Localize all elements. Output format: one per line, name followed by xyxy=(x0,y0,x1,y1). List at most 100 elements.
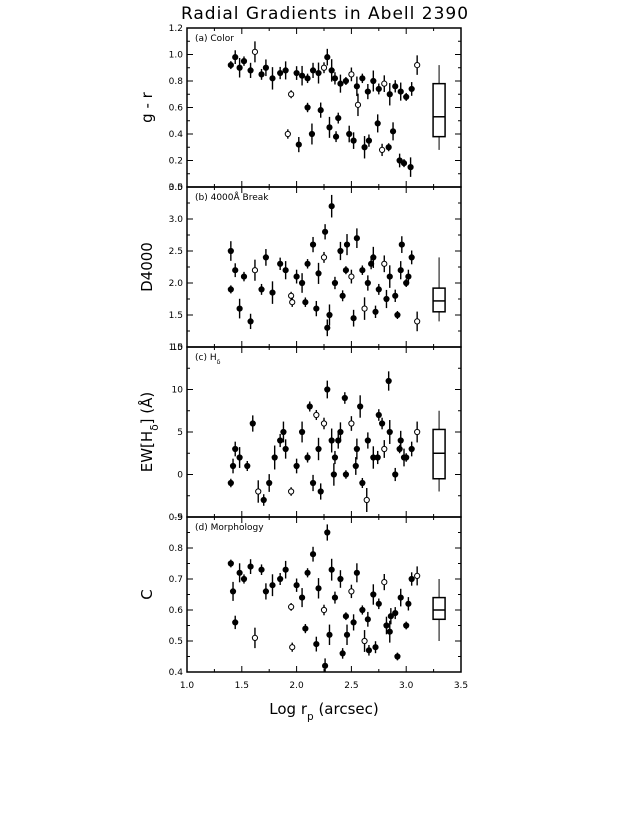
data-point xyxy=(328,67,335,74)
figure-title: Radial Gradients in Abell 2390 xyxy=(180,4,470,24)
data-point xyxy=(398,241,405,248)
y-tick-label: 1.0 xyxy=(169,51,184,61)
data-point xyxy=(363,496,370,504)
data-point xyxy=(284,130,291,138)
data-point xyxy=(321,662,329,669)
panel-label: (c) Hδ xyxy=(195,353,221,366)
data-point xyxy=(298,279,306,287)
data-point xyxy=(353,569,360,576)
data-point xyxy=(320,64,328,71)
data-point xyxy=(309,67,317,74)
data-point xyxy=(288,292,295,299)
y-axis-label: C xyxy=(138,589,156,599)
y-tick-label: 0.6 xyxy=(169,104,184,114)
data-point xyxy=(392,471,399,478)
data-point xyxy=(408,445,415,453)
data-point xyxy=(330,471,337,478)
data-point xyxy=(269,75,276,82)
y-axis-label: g - r xyxy=(138,91,156,122)
data-point xyxy=(375,286,382,293)
data-point xyxy=(326,631,333,638)
data-point xyxy=(320,254,328,261)
data-point xyxy=(326,311,333,319)
y-tick-label: 0.6 xyxy=(169,606,184,616)
data-point xyxy=(288,603,295,611)
x-tick-label: 2.5 xyxy=(344,681,358,691)
data-point xyxy=(302,625,309,632)
data-point xyxy=(227,247,234,255)
y-tick-label: 3.0 xyxy=(169,215,184,225)
panel-label: (b) 4000Å Break xyxy=(195,191,269,203)
data-point xyxy=(232,54,239,61)
data-point xyxy=(277,260,284,267)
data-point xyxy=(258,71,265,78)
y-tick-label: 0.4 xyxy=(169,668,184,678)
data-point xyxy=(414,318,421,325)
data-point xyxy=(357,403,364,410)
data-point xyxy=(282,67,289,74)
data-point xyxy=(339,292,346,299)
data-point xyxy=(247,563,254,570)
data-point xyxy=(354,101,362,108)
data-point xyxy=(331,75,339,82)
data-point xyxy=(348,71,355,78)
data-point xyxy=(244,462,251,470)
data-point xyxy=(240,58,248,65)
y-tick-label: 0.7 xyxy=(169,575,183,585)
data-point xyxy=(339,650,346,657)
panel-label: (d) Morphology xyxy=(195,523,264,533)
data-point xyxy=(320,420,328,427)
data-point xyxy=(374,120,381,127)
data-point xyxy=(370,254,377,261)
y-tick-label: 0.9 xyxy=(169,513,184,523)
data-point xyxy=(304,569,311,576)
data-point xyxy=(262,64,270,71)
data-point xyxy=(232,267,239,274)
data-point xyxy=(348,588,355,595)
data-point xyxy=(378,146,386,153)
data-point xyxy=(328,203,335,210)
data-point xyxy=(386,628,393,635)
data-point xyxy=(313,641,320,648)
data-point xyxy=(381,260,388,267)
data-point xyxy=(397,267,404,274)
data-point xyxy=(262,588,270,595)
y-tick-label: 0.0 xyxy=(169,183,184,193)
data-point xyxy=(337,575,344,583)
data-point xyxy=(405,600,412,607)
data-point xyxy=(386,91,393,98)
panel-label: (a) Color xyxy=(195,34,234,44)
data-point xyxy=(293,69,300,77)
data-point xyxy=(337,428,344,436)
data-point xyxy=(269,289,276,296)
data-point xyxy=(364,279,371,287)
data-point xyxy=(392,83,399,90)
data-point xyxy=(304,104,311,111)
summary-box xyxy=(432,428,446,480)
summary-box xyxy=(432,596,446,621)
data-point xyxy=(394,311,401,319)
y-tick-label: 1.5 xyxy=(169,311,183,321)
y-tick-label: 2.5 xyxy=(169,247,183,257)
data-point xyxy=(383,622,390,629)
data-point xyxy=(372,308,379,315)
data-point xyxy=(229,588,237,595)
data-point xyxy=(381,445,388,453)
data-point xyxy=(293,582,300,589)
data-point xyxy=(370,77,377,85)
data-point xyxy=(387,613,394,620)
data-point xyxy=(331,594,339,601)
x-axis-label: Log rp (arcsec) xyxy=(269,700,378,723)
data-point xyxy=(324,386,331,393)
data-point xyxy=(331,454,339,461)
data-point xyxy=(342,77,350,85)
data-point xyxy=(308,130,316,138)
data-point xyxy=(385,144,392,151)
data-point xyxy=(306,403,313,410)
data-point xyxy=(320,606,328,614)
data-point xyxy=(361,305,368,312)
data-point xyxy=(389,128,397,135)
data-point xyxy=(346,130,353,138)
data-point xyxy=(232,445,239,453)
data-point xyxy=(236,454,243,461)
